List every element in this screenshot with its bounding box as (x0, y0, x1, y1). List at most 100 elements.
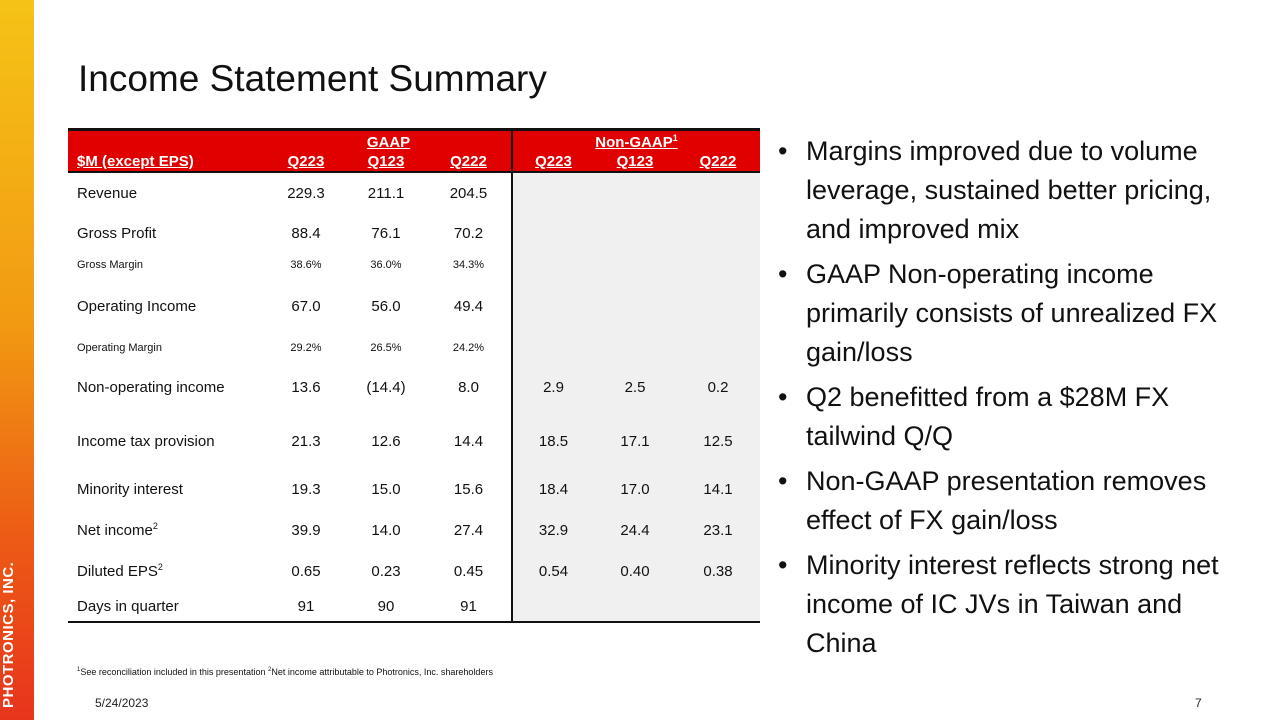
nongaap-cell (511, 591, 594, 623)
column-header: Q123 (594, 151, 676, 173)
table-row: Days in quarter 91 90 91 (68, 591, 760, 623)
row-label-sup: 2 (157, 562, 163, 572)
nongaap-cell: 2.5 (594, 361, 676, 413)
column-header: Q222 (676, 151, 760, 173)
nongaap-cell: 0.40 (594, 551, 676, 591)
table-row: Operating Margin 29.2% 26.5% 24.2% (68, 335, 760, 361)
row-label-text: Diluted EPS (77, 563, 158, 580)
bullet-dot-icon: • (778, 136, 788, 166)
gaap-cell: 29.2% (290, 342, 322, 354)
nongaap-cell (594, 277, 676, 335)
table-row: Revenue 229.3 211.1 204.5 (68, 172, 760, 213)
row-label-text: Operating Income (77, 297, 197, 315)
column-header: Q223 (511, 151, 594, 173)
nongaap-cell: 17.0 (594, 469, 676, 509)
row-label: Operating Margin (68, 335, 266, 361)
bullet-text: Q2 benefitted from a $28M FX tailwind Q/… (806, 382, 1170, 451)
nongaap-cell: 24.4 (594, 509, 676, 551)
bullet-item: • Minority interest reflects strong net i… (778, 546, 1258, 663)
footnote-text: Net income attributable to Photronics, I… (271, 667, 493, 677)
table-row: Diluted EPS2 0.65 0.23 0.45 0.54 0.40 0.38 (68, 551, 760, 591)
row-label-text: Income tax provision (77, 432, 215, 450)
row-label-text: Gross Margin (77, 259, 144, 271)
gaap-cell: 27.4 (453, 521, 484, 539)
gaap-cell: 91 (266, 591, 346, 623)
gaap-cell: 211.1 (367, 184, 405, 202)
nongaap-cell: 0.38 (676, 551, 760, 591)
gaap-cell: 26.5% (370, 342, 402, 354)
gaap-cell: 0.45 (453, 562, 484, 580)
row-label-text: Minority interest (77, 480, 183, 498)
bullet-item: • GAAP Non-operating income primarily con… (778, 255, 1258, 372)
nongaap-cell (594, 335, 676, 361)
nongaap-cell: 18.4 (511, 469, 594, 509)
nongaap-cell (594, 172, 676, 213)
slide-title: Income Statement Summary (78, 58, 547, 99)
bullet-dot-icon: • (778, 466, 788, 496)
bullet-text: Minority interest reflects strong net in… (806, 550, 1219, 658)
gaap-cell: 19.3 (291, 480, 321, 498)
gaap-cell: 14.4 (453, 432, 484, 450)
footnote-sup: 1 (77, 667, 81, 673)
table-row: Minority interest 19.3 15.0 15.6 18.4 17.0 14.… (68, 469, 760, 509)
gaap-cell: 13.6 (291, 378, 321, 396)
gaap-cell: 204.5 (449, 184, 488, 202)
gaap-cell: 15.6 (453, 480, 484, 498)
nongaap-cell (594, 213, 676, 253)
nongaap-cell: 32.9 (511, 509, 594, 551)
nongaap-cell (511, 335, 594, 361)
nongaap-cell (676, 172, 760, 213)
gaap-cell: 70.2 (453, 224, 484, 242)
gaap-cell: 90 (346, 591, 426, 623)
gaap-header: GAAP (266, 128, 512, 151)
bullet-list: • Margins improved due to volume leverage… (778, 132, 1258, 669)
nongaap-cell: 0.2 (676, 361, 760, 413)
row-label: Revenue (68, 172, 266, 213)
gaap-cell: 8.0 (458, 378, 479, 396)
gaap-cell: 229.3 (287, 184, 325, 202)
bullet-text: GAAP Non-operating income primarily cons… (806, 259, 1218, 367)
row-label-sup: 2 (152, 521, 158, 531)
nongaap-cell (511, 213, 594, 253)
nongaap-cell (594, 591, 676, 623)
column-header: Q222 (426, 151, 512, 173)
gaap-cell: 76.1 (371, 224, 401, 242)
gaap-cell: 34.3% (452, 259, 485, 271)
bullet-item: • Q2 benefitted from a $28M FX tailwind Q… (778, 378, 1258, 456)
nongaap-cell: 0.54 (511, 551, 594, 591)
gaap-cell: 21.3 (291, 432, 321, 450)
nongaap-cell: 12.5 (676, 413, 760, 469)
nongaap-cell (511, 172, 594, 213)
brand-name: PHOTRONICS, INC. (0, 561, 17, 708)
row-label-text: Operating Margin (77, 342, 162, 354)
footnote: 1See reconciliation included in this pre… (77, 667, 493, 677)
gaap-cell: 36.0% (370, 259, 402, 271)
row-label-text: Net income (77, 522, 153, 539)
income-statement-table: GAAP Non-GAAP1 $M (except EPS) Q223 Q123… (68, 128, 760, 623)
nongaap-header-cell: Non-GAAP1 (511, 128, 760, 151)
table-row: Gross Profit 88.4 76.1 70.2 (68, 213, 760, 253)
nongaap-cell: 17.1 (594, 413, 676, 469)
gaap-cell: 38.6% (290, 259, 322, 271)
gaap-cell: 24.2% (452, 342, 485, 354)
unit-label: $M (except EPS) (68, 151, 266, 173)
gaap-cell: 0.23 (371, 562, 401, 580)
gaap-cell: 88.4 (291, 224, 321, 242)
nongaap-cell: 14.1 (676, 469, 760, 509)
nongaap-cell (676, 335, 760, 361)
nongaap-cell: 2.9 (511, 361, 594, 413)
table-group-header: GAAP Non-GAAP1 (68, 128, 760, 151)
row-label-text: Days in quarter (77, 597, 179, 615)
gaap-cell: 67.0 (291, 297, 321, 315)
brand-sidebar: PHOTRONICS, INC. (0, 0, 34, 720)
row-label: Gross Profit (68, 213, 266, 253)
gaap-cell: 91 (426, 591, 512, 623)
bullet-item: • Non-GAAP presentation removes effect of… (778, 462, 1258, 540)
bullet-dot-icon: • (778, 259, 788, 289)
table-row: Income tax provision 21.3 12.6 14.4 18.5 17.1… (68, 413, 760, 469)
footnote-sup: 2 (267, 667, 272, 673)
row-label-text: Gross Profit (77, 224, 157, 242)
footnote-text: See reconciliation included in this pres… (80, 667, 266, 677)
row-label: Days in quarter (68, 591, 266, 623)
nongaap-sup: 1 (672, 133, 678, 143)
